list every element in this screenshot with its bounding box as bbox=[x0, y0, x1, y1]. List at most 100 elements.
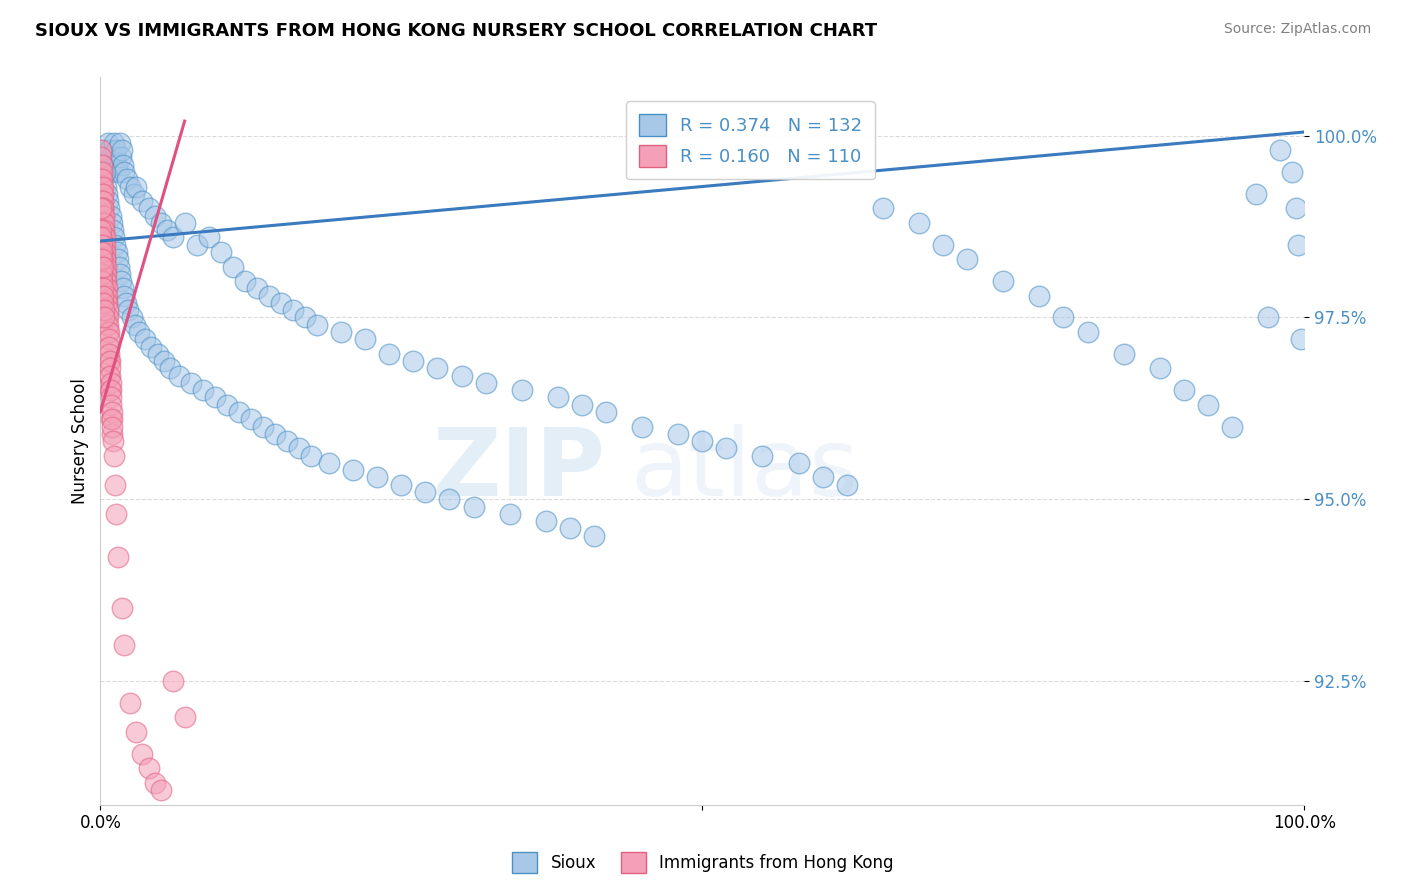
Point bbox=[94, 150, 117, 164]
Point bbox=[366, 470, 388, 484]
Point bbox=[117, 303, 139, 318]
Point bbox=[94, 260, 117, 274]
Point bbox=[233, 274, 256, 288]
Point bbox=[107, 252, 129, 267]
Point bbox=[162, 674, 184, 689]
Point bbox=[90, 223, 112, 237]
Point bbox=[101, 426, 124, 441]
Point bbox=[111, 601, 134, 615]
Point bbox=[228, 405, 250, 419]
Point bbox=[1289, 332, 1312, 346]
Point bbox=[90, 202, 112, 216]
Point bbox=[100, 383, 122, 397]
Point bbox=[96, 310, 118, 325]
Point bbox=[204, 391, 226, 405]
Point bbox=[186, 237, 208, 252]
Point bbox=[105, 244, 128, 259]
Point bbox=[101, 412, 124, 426]
Point bbox=[257, 288, 280, 302]
Point bbox=[91, 252, 114, 267]
Y-axis label: Nursery School: Nursery School bbox=[72, 378, 89, 504]
Point bbox=[342, 463, 364, 477]
Point bbox=[90, 186, 112, 201]
Point bbox=[93, 223, 115, 237]
Point bbox=[90, 165, 112, 179]
Point bbox=[96, 281, 118, 295]
Point bbox=[91, 209, 114, 223]
Point bbox=[94, 252, 117, 267]
Point bbox=[98, 383, 121, 397]
Legend: Sioux, Immigrants from Hong Kong: Sioux, Immigrants from Hong Kong bbox=[505, 846, 901, 880]
Point bbox=[90, 186, 112, 201]
Point bbox=[91, 165, 114, 179]
Point bbox=[131, 194, 153, 208]
Point bbox=[595, 405, 617, 419]
Point bbox=[97, 143, 120, 157]
Point bbox=[101, 223, 124, 237]
Point bbox=[91, 194, 114, 208]
Point bbox=[299, 449, 322, 463]
Text: atlas: atlas bbox=[630, 425, 858, 516]
Point bbox=[222, 260, 245, 274]
Point bbox=[97, 339, 120, 353]
Point bbox=[91, 158, 114, 172]
Point bbox=[94, 244, 117, 259]
Point bbox=[582, 528, 605, 542]
Point bbox=[115, 172, 138, 186]
Point bbox=[787, 456, 810, 470]
Point bbox=[173, 710, 195, 724]
Point bbox=[751, 449, 773, 463]
Point bbox=[94, 274, 117, 288]
Point bbox=[105, 507, 128, 521]
Point bbox=[98, 347, 121, 361]
Point bbox=[103, 230, 125, 244]
Point bbox=[134, 332, 156, 346]
Point bbox=[94, 288, 117, 302]
Point bbox=[143, 776, 166, 790]
Point bbox=[93, 230, 115, 244]
Point bbox=[96, 296, 118, 310]
Point bbox=[131, 747, 153, 761]
Point bbox=[96, 274, 118, 288]
Point bbox=[96, 318, 118, 332]
Point bbox=[439, 492, 461, 507]
Point bbox=[100, 376, 122, 390]
Point bbox=[510, 383, 533, 397]
Point bbox=[104, 237, 127, 252]
Point bbox=[91, 260, 114, 274]
Point bbox=[97, 310, 120, 325]
Point bbox=[167, 368, 190, 383]
Point bbox=[100, 398, 122, 412]
Point bbox=[138, 202, 160, 216]
Point bbox=[101, 434, 124, 448]
Point bbox=[97, 194, 120, 208]
Point bbox=[1281, 165, 1303, 179]
Point bbox=[97, 303, 120, 318]
Point bbox=[97, 318, 120, 332]
Point bbox=[558, 521, 581, 535]
Point bbox=[98, 339, 121, 353]
Point bbox=[90, 172, 112, 186]
Point bbox=[281, 303, 304, 318]
Point bbox=[90, 244, 112, 259]
Point bbox=[100, 209, 122, 223]
Point bbox=[956, 252, 979, 267]
Point bbox=[91, 281, 114, 295]
Point bbox=[354, 332, 377, 346]
Point bbox=[124, 318, 146, 332]
Point bbox=[270, 296, 292, 310]
Point bbox=[450, 368, 472, 383]
Point bbox=[811, 470, 834, 484]
Point bbox=[90, 237, 112, 252]
Point bbox=[932, 237, 955, 252]
Point bbox=[252, 419, 274, 434]
Point bbox=[100, 412, 122, 426]
Point bbox=[91, 216, 114, 230]
Point bbox=[90, 165, 112, 179]
Point bbox=[110, 267, 132, 281]
Point bbox=[97, 325, 120, 339]
Point bbox=[93, 223, 115, 237]
Point bbox=[91, 194, 114, 208]
Point bbox=[93, 296, 115, 310]
Point bbox=[908, 216, 931, 230]
